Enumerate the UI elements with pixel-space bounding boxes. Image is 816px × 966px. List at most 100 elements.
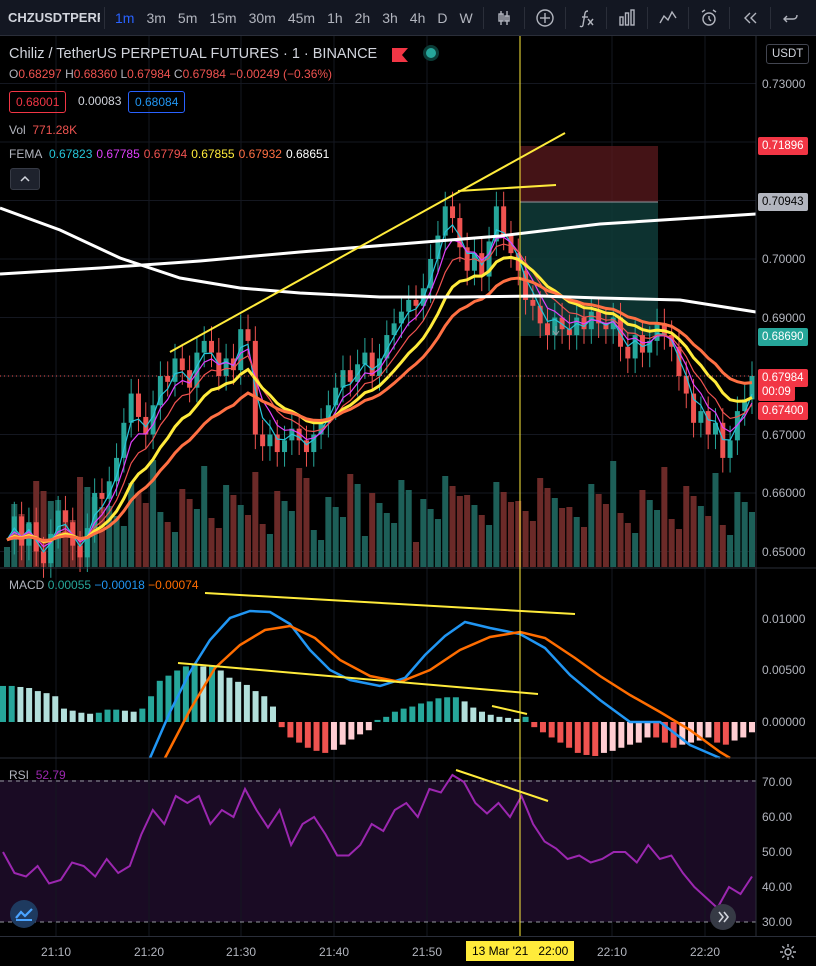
timeframe-D[interactable]: D	[437, 9, 448, 26]
price-badge: 0.67400	[758, 402, 808, 420]
chart-title: Chiliz / TetherUS PERPETUAL FUTURES · 1 …	[9, 46, 378, 62]
title-flag-icon[interactable]	[392, 48, 408, 62]
currency-button[interactable]: USDT	[766, 44, 810, 64]
fema-value: 0.67794	[143, 147, 188, 161]
timeframe-4h[interactable]: 4h	[409, 9, 426, 26]
toolbar-separator	[646, 6, 648, 29]
rsi-axis-label: 60.00	[762, 810, 793, 824]
scroll-to-realtime-button[interactable]	[710, 904, 736, 930]
l-label: L	[120, 67, 128, 81]
ohlc-row: O0.68297 H0.68360 L0.67984 C0.67984 −0.0…	[9, 67, 332, 81]
alert-icon[interactable]	[696, 5, 722, 31]
vol-value: 771.28K	[32, 123, 78, 137]
price-badge: 0.71896	[758, 137, 808, 155]
macd-legend: MACD 0.00055 −0.00018 −0.00074	[9, 578, 199, 592]
o-label: O	[9, 67, 19, 81]
time-label: 21:20	[133, 945, 165, 959]
collapse-legend-button[interactable]	[10, 168, 40, 190]
arrow-marker	[552, 326, 560, 336]
trend-line-top	[457, 184, 557, 192]
volume-bars	[4, 460, 755, 567]
symbol-search[interactable]: CHZUSDTPERP	[8, 10, 100, 25]
price-label: 0.73000	[762, 76, 806, 91]
price-badge: 0.67984	[758, 369, 808, 387]
vol-label: Vol	[9, 123, 26, 137]
spread-value: 0.00083	[78, 94, 122, 108]
market-status-icon[interactable]	[426, 48, 436, 58]
rsi-axis-label: 40.00	[762, 880, 793, 894]
rsi-axis-label: 70.00	[762, 775, 793, 789]
bar-style-icon[interactable]	[614, 5, 640, 31]
timeframe-W[interactable]: W	[459, 9, 473, 26]
fema-value: 0.68651	[285, 147, 330, 161]
rsi-axis-label: 50.00	[762, 845, 793, 859]
timeframe-15m[interactable]: 15m	[209, 9, 237, 26]
chart-area[interactable]	[0, 36, 816, 936]
fema-lines	[0, 206, 757, 553]
timeframe-3m[interactable]: 3m	[146, 9, 166, 26]
o-value: 0.68297	[18, 67, 62, 81]
change-value: −0.00249 (−0.36%)	[229, 67, 333, 81]
c-label: C	[173, 67, 183, 81]
timeframe-1h[interactable]: 1h	[327, 9, 343, 26]
time-label: 22:20	[689, 945, 721, 959]
time-label: 21:10	[40, 945, 72, 959]
time-label: 21:30	[225, 945, 257, 959]
macd-trend-line-1	[204, 592, 576, 615]
fema-value: 0.67932	[238, 147, 282, 161]
ask-button[interactable]: 0.68084	[128, 91, 186, 113]
crosshair-time-label: 13 Mar '21 22:00	[466, 941, 575, 961]
undo-icon[interactable]	[778, 5, 804, 31]
timeframe-30m[interactable]: 30m	[248, 9, 276, 26]
toolbar-separator	[605, 6, 607, 29]
price-label: 0.69000	[762, 310, 806, 325]
add-indicator-icon[interactable]	[532, 5, 558, 31]
fema-legend: FEMA 0.67823 0.67785 0.67794 0.67855 0.67932…	[9, 147, 329, 161]
macd-signal-value: −0.00074	[148, 578, 199, 592]
toolbar-separator	[564, 6, 566, 29]
candles-icon[interactable]	[491, 5, 517, 31]
double-chevron-right-icon	[718, 911, 730, 923]
bid-button[interactable]: 0.68001	[9, 91, 67, 113]
c-value: 0.67984	[182, 67, 226, 81]
price-badge: 0.70943	[758, 193, 808, 211]
price-label: 0.66000	[762, 486, 806, 500]
rsi-line	[2, 773, 753, 910]
timeframe-3h[interactable]: 3h	[382, 9, 398, 26]
fema-value: 0.67785	[96, 147, 140, 161]
macd-axis-label: 0.00500	[762, 663, 806, 677]
timeframe-5m[interactable]: 5m	[177, 9, 198, 26]
fema-values: 0.67823 0.67785 0.67794 0.67855 0.67932 0.686…	[45, 147, 329, 161]
time-label: 22:10	[596, 945, 628, 959]
l-value: 0.67984	[127, 67, 171, 81]
price-badge: 0.68690	[758, 328, 808, 346]
trend-line-support	[169, 132, 566, 353]
toolbar-separator	[482, 6, 484, 29]
price-label: 0.70000	[762, 252, 806, 266]
rsi-axis-label: 30.00	[762, 915, 793, 929]
tradingview-logo-icon[interactable]	[10, 900, 38, 928]
top-toolbar: CHZUSDTPERP 1m 3m 5m 15m 30m 45m 1h 2h 3h 4h D W	[0, 0, 816, 36]
fx-icon[interactable]	[573, 5, 599, 31]
fema-label: FEMA	[9, 147, 42, 161]
toolbar-separator	[728, 6, 730, 29]
fema-value: 0.67823	[49, 147, 93, 161]
compare-icon[interactable]	[655, 5, 681, 31]
macd-trend-line-3	[491, 705, 528, 715]
toolbar-separator	[769, 6, 771, 29]
rsi-trend-line	[455, 769, 549, 802]
macd-axis-label: 0.00000	[762, 715, 806, 729]
price-label: 0.67000	[762, 427, 806, 442]
timeframe-1m[interactable]: 1m	[115, 9, 135, 26]
timeframe-2h[interactable]: 2h	[354, 9, 371, 26]
timeframe-45m[interactable]: 45m	[287, 9, 316, 26]
chevron-up-icon	[20, 175, 30, 182]
volume-legend: Vol 771.28K	[9, 123, 77, 137]
gear-icon[interactable]	[778, 942, 798, 965]
toolbar-separator	[687, 6, 689, 29]
replay-icon[interactable]	[737, 5, 763, 31]
fema-value: 0.67855	[191, 147, 235, 161]
macd-lines	[148, 609, 731, 760]
toolbar-separator	[523, 6, 525, 29]
time-axis[interactable]: 21:10 21:20 21:30 21:40 21:50 22:10 22:20 13 M…	[0, 936, 816, 966]
